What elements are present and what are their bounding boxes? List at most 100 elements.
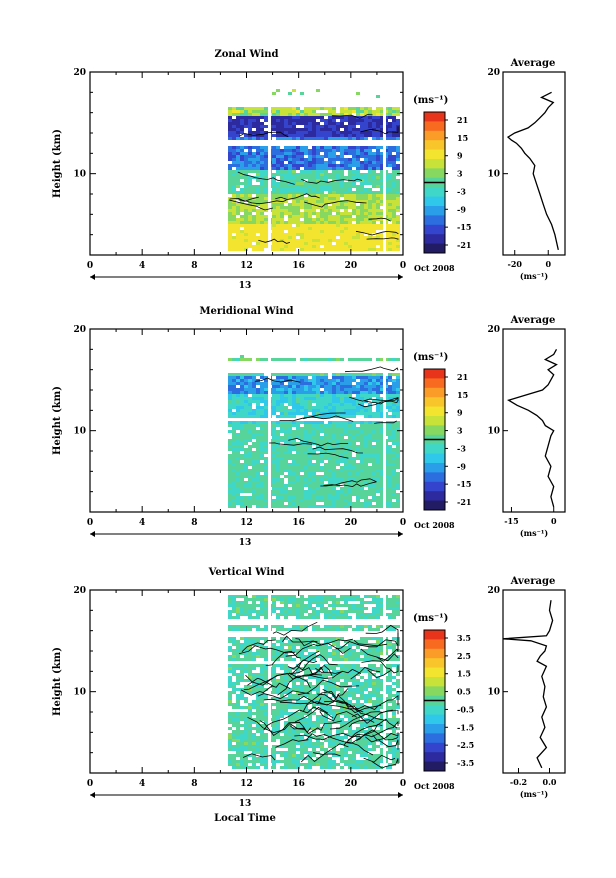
heatmap-cell xyxy=(292,394,296,397)
heatmap-cell xyxy=(280,113,284,116)
heatmap-cell xyxy=(260,664,264,667)
heatmap-cell xyxy=(392,245,396,248)
heatmap-cell xyxy=(236,176,240,179)
heatmap-cell xyxy=(292,218,296,221)
heatmap-cell xyxy=(256,613,260,616)
heatmap-cell xyxy=(332,493,336,496)
heatmap-cell xyxy=(252,209,256,212)
heatmap-cell xyxy=(352,125,356,128)
heatmap-cell xyxy=(236,751,240,754)
heatmap-cell xyxy=(240,158,244,161)
heatmap-cell xyxy=(320,658,324,661)
heatmap-cell xyxy=(240,215,244,218)
heatmap-cell xyxy=(256,107,260,110)
heatmap-cell xyxy=(344,469,348,472)
heatmap-cell xyxy=(296,119,300,122)
heatmap-cell xyxy=(356,445,360,448)
heatmap-cell xyxy=(388,391,392,394)
heatmap-cell xyxy=(308,460,312,463)
heatmap-cell xyxy=(236,436,240,439)
heatmap-cell xyxy=(376,466,380,469)
heatmap-cell xyxy=(344,191,348,194)
heatmap-cell xyxy=(392,113,396,116)
heatmap-cell xyxy=(296,403,300,406)
heatmap-cell xyxy=(236,625,240,628)
heatmap-cell xyxy=(240,730,244,733)
heatmap-cell xyxy=(328,409,332,412)
heatmap-cell xyxy=(320,131,324,134)
heatmap-cell xyxy=(240,385,244,388)
heatmap-cell xyxy=(320,119,324,122)
heatmap-cell xyxy=(296,173,300,176)
heatmap-cell xyxy=(240,149,244,152)
heatmap-cell xyxy=(348,442,352,445)
heatmap-cell xyxy=(280,439,284,442)
heatmap-cell xyxy=(300,239,304,242)
heatmap-cell xyxy=(376,430,380,433)
heatmap-cell xyxy=(300,436,304,439)
heatmap-cell xyxy=(232,757,236,760)
heatmap-cell xyxy=(276,607,280,610)
avg-y-tick-label: 20 xyxy=(487,68,500,78)
heatmap-cell xyxy=(296,134,300,137)
heatmap-cell xyxy=(368,430,372,433)
heatmap-cell xyxy=(388,433,392,436)
heatmap-cell xyxy=(332,478,336,481)
heatmap-cell xyxy=(324,685,328,688)
heatmap-cell xyxy=(272,601,276,604)
heatmap-cell xyxy=(312,490,316,493)
heatmap-cell xyxy=(284,358,288,361)
heatmap-cell xyxy=(260,245,264,248)
heatmap-cell xyxy=(344,433,348,436)
heatmap-cell xyxy=(288,490,292,493)
heatmap-cell xyxy=(272,502,276,505)
heatmap-cell xyxy=(332,388,336,391)
heatmap-cell xyxy=(352,475,356,478)
heatmap-cell xyxy=(276,188,280,191)
heatmap-cell xyxy=(312,466,316,469)
heatmap-cell xyxy=(356,472,360,475)
heatmap-cell xyxy=(300,745,304,748)
heatmap-cell xyxy=(300,116,304,119)
heatmap-cell xyxy=(356,176,360,179)
heatmap-cell xyxy=(236,110,240,113)
heatmap-cell xyxy=(284,137,288,140)
heatmap-cell xyxy=(336,233,340,236)
heatmap-cell xyxy=(372,224,376,227)
heatmap-cell xyxy=(364,448,368,451)
heatmap-cell xyxy=(296,116,300,119)
heatmap-cell xyxy=(324,146,328,149)
heatmap-cell xyxy=(276,119,280,122)
heatmap-cell xyxy=(328,137,332,140)
heatmap-cell xyxy=(284,475,288,478)
heatmap-cell xyxy=(256,598,260,601)
heatmap-cell xyxy=(276,388,280,391)
heatmap-cell xyxy=(328,478,332,481)
heatmap-cell xyxy=(356,463,360,466)
heatmap-cell xyxy=(332,155,336,158)
heatmap-cell xyxy=(292,155,296,158)
heatmap-cell xyxy=(256,245,260,248)
heatmap-cell xyxy=(344,134,348,137)
heatmap-cell xyxy=(392,412,396,415)
heatmap-cell xyxy=(360,176,364,179)
heatmap-cell xyxy=(372,436,376,439)
heatmap-cell xyxy=(312,146,316,149)
heatmap-cell xyxy=(392,116,396,119)
heatmap-cell xyxy=(316,421,320,424)
heatmap-cell xyxy=(336,502,340,505)
heatmap-cell xyxy=(244,412,248,415)
heatmap-cell xyxy=(308,427,312,430)
date-label: 13 xyxy=(239,538,252,548)
heatmap-cell xyxy=(276,137,280,140)
heatmap-cell xyxy=(244,400,248,403)
heatmap-cell xyxy=(228,625,232,628)
heatmap-cell xyxy=(348,161,352,164)
heatmap-cell xyxy=(244,736,248,739)
heatmap-cell xyxy=(288,397,292,400)
heatmap-cell xyxy=(240,358,244,361)
heatmap-cell xyxy=(372,203,376,206)
heatmap-cell xyxy=(236,373,240,376)
heatmap-cell xyxy=(300,119,304,122)
heatmap-cell xyxy=(316,406,320,409)
